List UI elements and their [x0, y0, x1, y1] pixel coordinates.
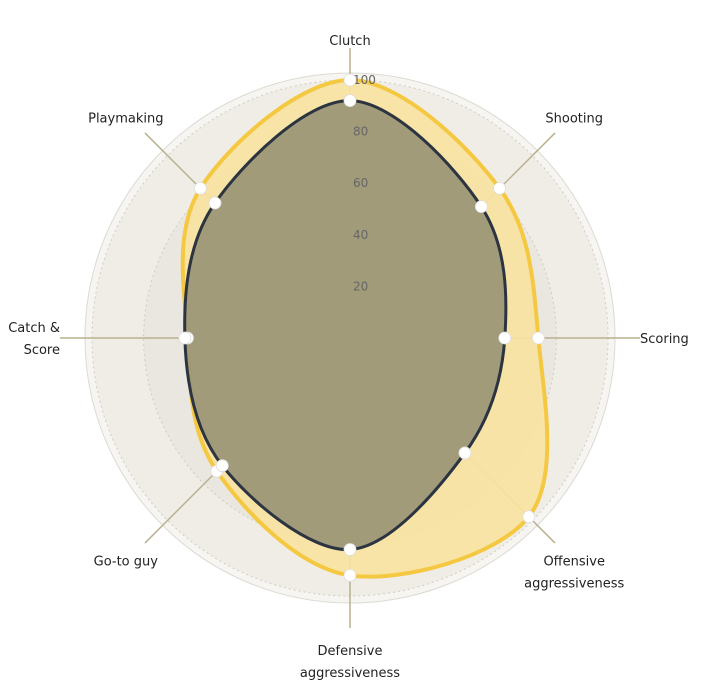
- series-2-point: [178, 331, 192, 345]
- tick-label-40: 40: [353, 228, 368, 242]
- axis-label-7: Score: [24, 343, 60, 358]
- series-2-point: [343, 543, 357, 556]
- series-2-point: [458, 446, 472, 460]
- radar-points: [178, 73, 545, 582]
- tick-label-60: 60: [353, 176, 368, 190]
- tick-label-100: 100: [353, 73, 376, 87]
- axis-label-6: Go-to guy: [94, 555, 159, 570]
- axis-label-1: Clutch: [329, 34, 370, 49]
- axis-labels: Clutch Shooting Scoring Offensive aggressive…: [8, 34, 689, 681]
- axis-label-7: Catch &: [8, 321, 60, 336]
- series-1-point: [343, 568, 357, 582]
- series-2-point: [208, 196, 222, 210]
- series-1-point: [522, 510, 536, 524]
- tick-label-80: 80: [353, 125, 368, 139]
- tick-label-20: 20: [353, 279, 368, 293]
- axis-label-5: aggressiveness: [300, 666, 400, 681]
- axis-label-3: Scoring: [640, 332, 689, 347]
- series-1-point: [343, 73, 357, 87]
- axis-label-2: Shooting: [545, 111, 603, 126]
- series-2-point: [498, 331, 512, 345]
- series-1-point: [493, 181, 507, 195]
- series-2-point: [474, 200, 488, 214]
- axis-label-4: Offensive: [543, 555, 605, 570]
- series-2-point: [343, 94, 357, 108]
- series-2-point: [215, 459, 229, 473]
- series-1-point: [531, 331, 545, 345]
- series-1-point: [193, 181, 207, 195]
- radial-tick-labels: 20 40 60 80 100: [353, 73, 376, 293]
- radar-series-layer: [180, 78, 550, 579]
- axis-label-4: aggressiveness: [524, 577, 624, 592]
- axis-label-5: Defensive: [318, 644, 383, 659]
- axis-label-8: Playmaking: [88, 111, 163, 126]
